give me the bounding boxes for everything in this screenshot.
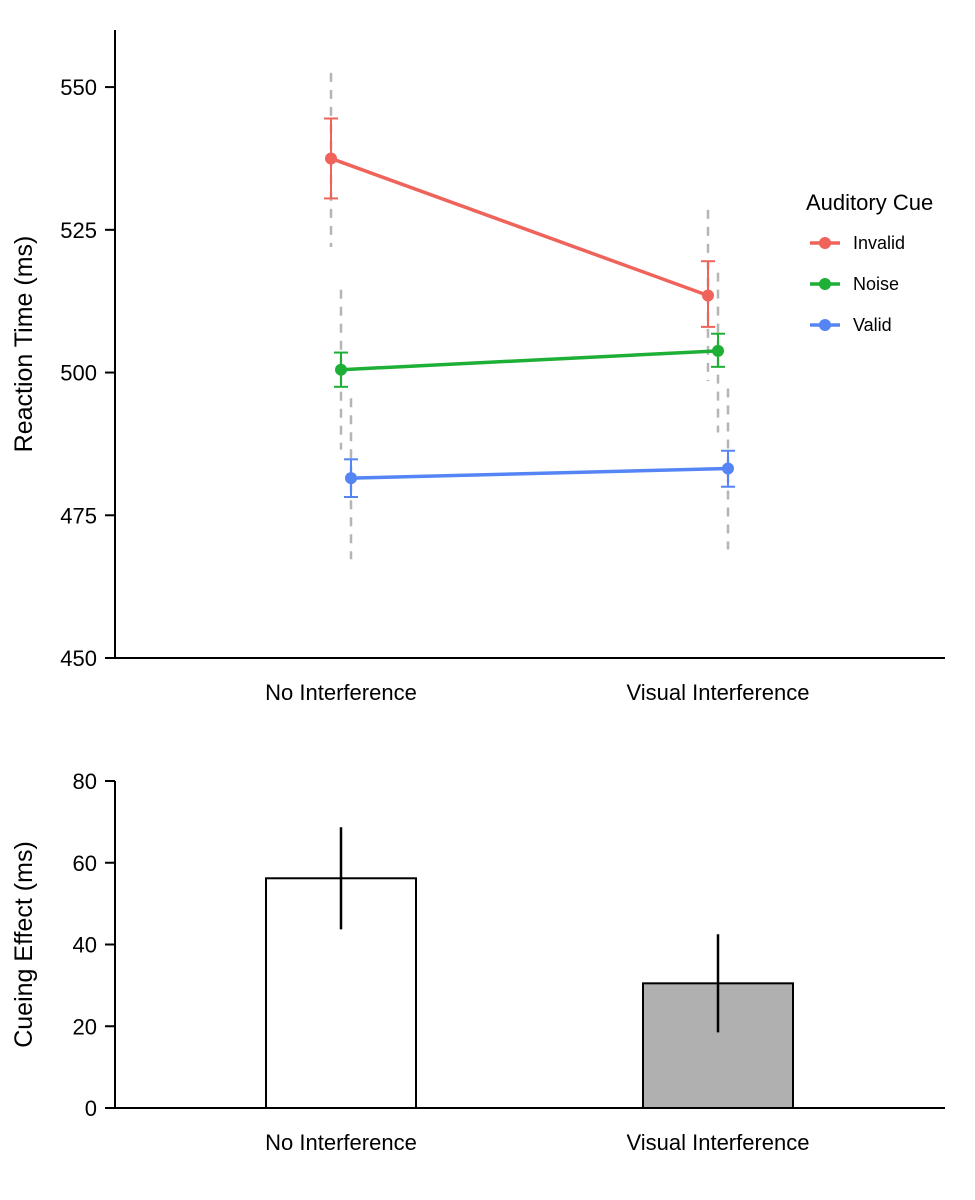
y-tick-label: 475 — [60, 503, 97, 528]
reaction-time-panel: 450 475 500 525 550 No Interference Visual Int… — [10, 30, 945, 705]
x-tick-label: Visual Interference — [626, 1130, 809, 1155]
y-tick-label: 20 — [73, 1014, 97, 1039]
y-tick-label: 80 — [73, 769, 97, 794]
y-tick-label: 500 — [60, 361, 97, 386]
x-tick-label: No Interference — [265, 680, 417, 705]
y-tick-label: 40 — [73, 933, 97, 958]
point-noise — [335, 363, 347, 376]
legend-key-point — [819, 319, 831, 331]
y-axis-title: Cueing Effect (ms) — [10, 841, 38, 1048]
legend-label-invalid: Invalid — [853, 233, 905, 253]
point-noise — [712, 344, 724, 357]
legend-key-point — [819, 278, 831, 290]
point-valid — [722, 462, 734, 475]
series-line-valid — [350, 466, 729, 480]
series-line-invalid — [330, 156, 709, 298]
y-tick-label: 60 — [73, 851, 97, 876]
point-invalid — [325, 152, 337, 165]
y-axis-title: Reaction Time (ms) — [10, 236, 38, 453]
series-line-noise — [340, 349, 719, 372]
x-tick-label: No Interference — [265, 1130, 417, 1155]
y-tick-label: 550 — [60, 75, 97, 100]
cueing-effect-panel: 0 20 40 60 80 No Interference Visual Interfere… — [10, 769, 945, 1155]
y-tick-label: 0 — [85, 1096, 97, 1121]
legend-title: Auditory Cue — [806, 190, 933, 215]
point-valid — [345, 472, 357, 485]
x-tick-label: Visual Interference — [626, 680, 809, 705]
y-tick-label: 450 — [60, 646, 97, 671]
legend-label-noise: Noise — [853, 274, 899, 294]
point-invalid — [702, 289, 714, 302]
y-tick-label: 525 — [60, 218, 97, 243]
legend-label-valid: Valid — [853, 315, 892, 335]
legend-key-point — [819, 237, 831, 249]
